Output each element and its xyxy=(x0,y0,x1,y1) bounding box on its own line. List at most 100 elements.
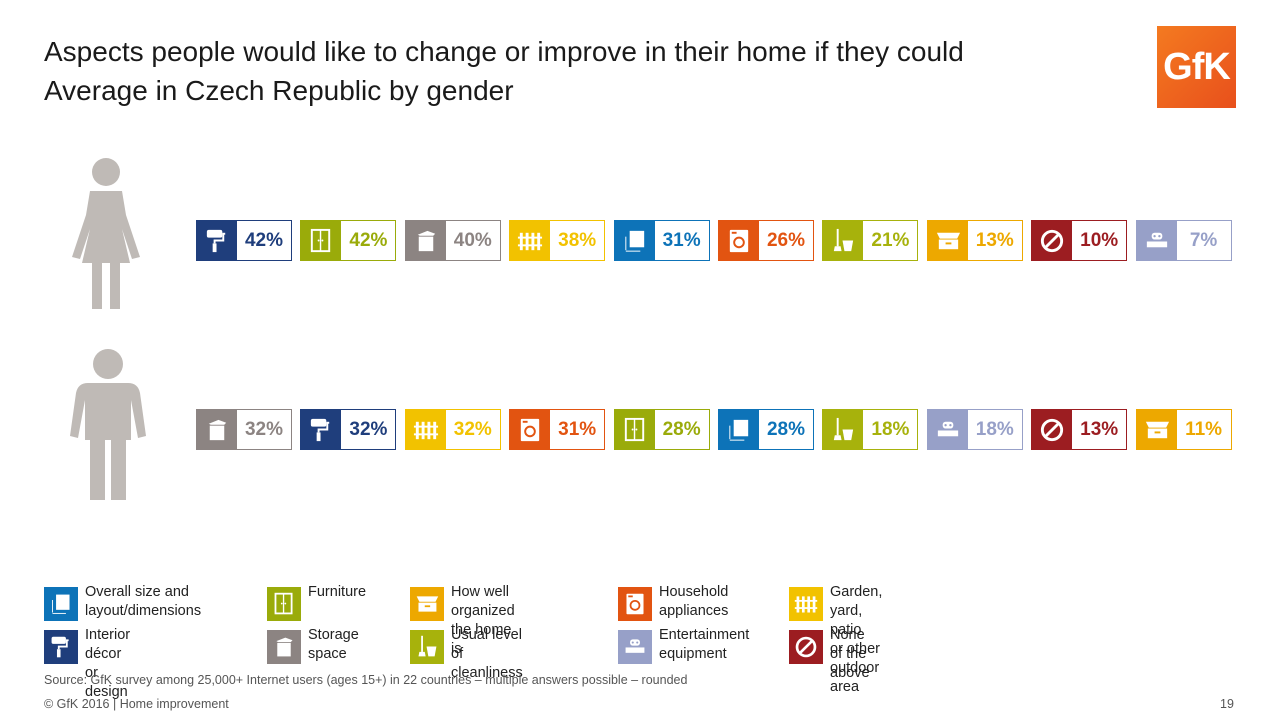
female-value-garden: 38% xyxy=(558,229,597,251)
paint-roller-icon xyxy=(197,221,237,260)
legend-label-line: space xyxy=(308,646,347,662)
legend-label-line: Garden, yard, patio xyxy=(830,584,883,638)
female-tile-cleanliness: 21% xyxy=(822,220,919,261)
male-value-none: 13% xyxy=(1080,418,1119,440)
game-console-icon xyxy=(1136,221,1177,260)
legend-label: Interior décor or design xyxy=(85,626,130,702)
legend-label: Overall size and layout/dimensions xyxy=(85,583,201,621)
mop-bucket-icon xyxy=(823,221,864,260)
female-tile-none: 10% xyxy=(1031,220,1128,261)
legend-label-line: Storage xyxy=(308,627,359,643)
page-title: Aspects people would like to change or i… xyxy=(44,32,964,110)
female-tile-appliances: 26% xyxy=(718,220,814,261)
male-value-cleanliness: 18% xyxy=(871,418,910,440)
floorplan-icon xyxy=(614,221,655,260)
female-value-cleanliness: 21% xyxy=(871,229,910,251)
male-value-organized: 11% xyxy=(1185,418,1223,440)
source-note: Source: GfK survey among 25,000+ Interne… xyxy=(44,673,688,687)
paint-roller-icon xyxy=(301,410,342,449)
legend-label-line: the home is xyxy=(451,622,512,657)
legend-label: How well organized the home is xyxy=(451,583,515,659)
legend-label: Household appliances xyxy=(659,583,728,621)
legend-label: Garden, yard, patio or other outdoor area xyxy=(830,583,882,697)
storage-box-icon xyxy=(197,410,237,449)
female-value-interior: 42% xyxy=(244,229,284,251)
male-tile-appliances: 31% xyxy=(509,409,606,450)
no-entry-icon xyxy=(1032,410,1073,449)
legend-label-line: or design xyxy=(85,665,128,700)
legend-label-line: of cleanliness xyxy=(451,646,523,681)
title-line-1: Aspects people would like to change or i… xyxy=(44,36,964,67)
fence-icon xyxy=(510,221,551,260)
no-entry-icon xyxy=(1032,221,1073,260)
drawer-icon xyxy=(1136,410,1177,449)
legend-label-line: Furniture xyxy=(308,584,367,600)
mop-bucket-icon xyxy=(410,630,444,664)
female-tile-garden: 38% xyxy=(509,220,606,261)
legend-label-line: None of the xyxy=(830,627,867,662)
floorplan-icon xyxy=(719,410,759,449)
male-tile-size: 28% xyxy=(718,409,814,450)
legend-label-line: How well organized xyxy=(451,584,515,619)
female-tile-entertainment: 7% xyxy=(1135,220,1232,261)
male-tile-furniture: 28% xyxy=(613,409,710,450)
game-console-icon xyxy=(618,630,652,664)
female-value-organized: 13% xyxy=(975,229,1014,251)
washing-machine-icon xyxy=(719,221,759,260)
drawer-icon xyxy=(410,587,444,621)
legend-label-line: Interior décor xyxy=(85,627,131,662)
legend-label-line: equipment xyxy=(659,646,727,662)
female-value-size: 31% xyxy=(662,229,701,251)
legend-label-line: Usual level xyxy=(451,627,522,643)
female-value-appliances: 26% xyxy=(766,229,806,251)
no-entry-icon xyxy=(789,630,823,664)
fence-icon xyxy=(789,587,823,621)
female-tile-furniture: 42% xyxy=(300,220,397,261)
male-value-interior: 32% xyxy=(349,418,388,440)
male-tile-interior: 32% xyxy=(300,409,397,450)
legend-label: Usual level of cleanliness xyxy=(451,626,523,683)
legend-label: None of the above xyxy=(830,626,870,683)
legend-label-line: Household xyxy=(659,584,729,600)
female-tile-organized: 13% xyxy=(926,220,1023,261)
footer-text: © GfK 2016 | Home improvement xyxy=(44,697,229,711)
page-number: 19 xyxy=(1220,697,1234,711)
male-tile-storage: 32% xyxy=(196,409,292,450)
paint-roller-icon xyxy=(44,630,78,664)
storage-box-icon xyxy=(405,221,446,260)
legend-label-line: above xyxy=(830,665,870,681)
male-value-size: 28% xyxy=(766,418,806,440)
female-value-storage: 40% xyxy=(453,229,492,251)
washing-machine-icon xyxy=(618,587,652,621)
washing-machine-icon xyxy=(510,410,551,449)
legend-label: Storage space xyxy=(308,626,359,664)
wardrobe-icon xyxy=(267,587,301,621)
female-value-entertainment: 7% xyxy=(1189,229,1218,251)
legend-label-line: Overall size and xyxy=(85,584,189,600)
female-tile-interior: 42% xyxy=(196,220,292,261)
male-tile-entertainment: 18% xyxy=(926,409,1023,450)
male-tile-cleanliness: 18% xyxy=(822,409,919,450)
female-value-furniture: 42% xyxy=(349,229,388,251)
title-line-2: Average in Czech Republic by gender xyxy=(44,75,514,106)
game-console-icon xyxy=(927,410,968,449)
male-tile-none: 13% xyxy=(1031,409,1128,450)
legend-label: Entertainment equipment xyxy=(659,626,749,664)
floorplan-icon xyxy=(44,587,78,621)
mop-bucket-icon xyxy=(823,410,864,449)
gfk-logo: GfK xyxy=(1157,26,1236,108)
wardrobe-icon xyxy=(301,221,342,260)
female-tile-storage: 40% xyxy=(404,220,501,261)
male-tile-garden: 32% xyxy=(404,409,501,450)
legend-label: Furniture xyxy=(308,583,366,602)
legend-label-line: layout/dimensions xyxy=(85,603,202,619)
legend-label-line: appliances xyxy=(659,603,729,619)
female-value-none: 10% xyxy=(1080,229,1119,251)
legend-label-line: or other outdoor area xyxy=(830,641,880,695)
male-tile-organized: 11% xyxy=(1135,409,1232,450)
male-figure-icon xyxy=(70,349,146,500)
male-value-storage: 32% xyxy=(244,418,284,440)
wardrobe-icon xyxy=(614,410,655,449)
male-value-furniture: 28% xyxy=(662,418,701,440)
drawer-icon xyxy=(927,221,968,260)
